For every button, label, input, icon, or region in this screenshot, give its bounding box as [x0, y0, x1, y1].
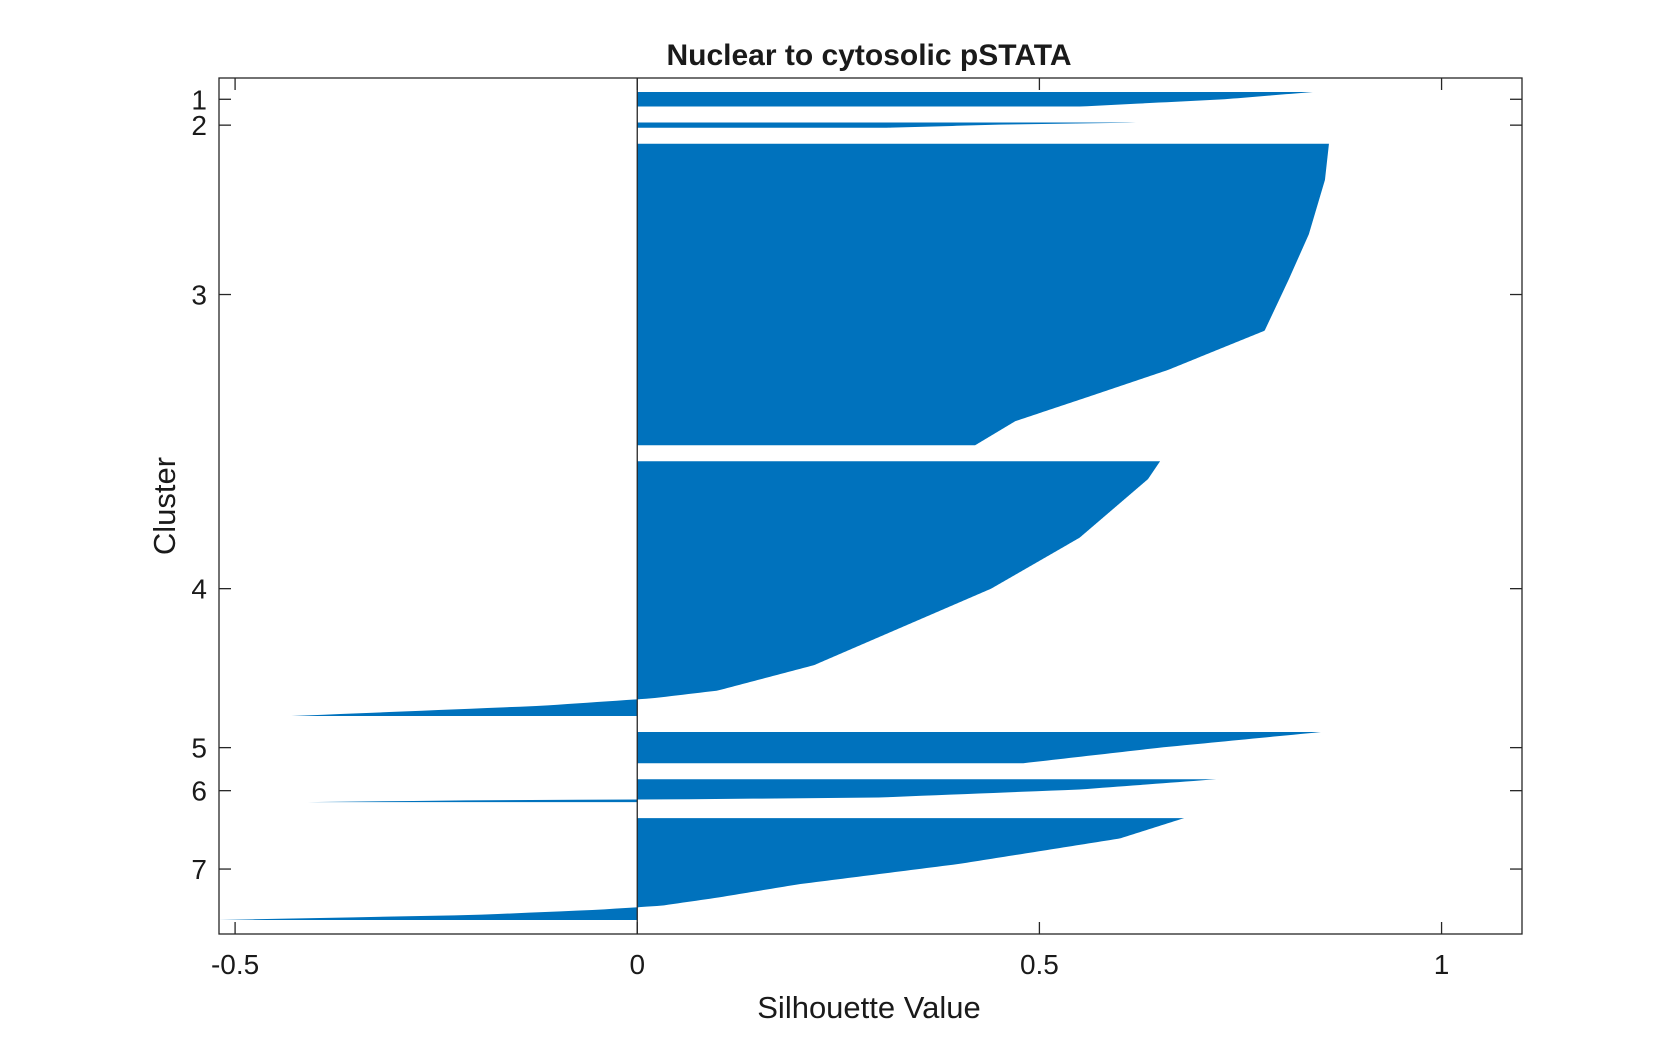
cluster-2-bars — [637, 122, 1136, 128]
y-axis-ticks: 12 3 4 5 6 7 — [191, 84, 1522, 885]
x-axis-label: Silhouette Value — [757, 990, 980, 1025]
cluster-1-bars — [637, 92, 1313, 107]
y-tick-label: 5 — [191, 733, 207, 764]
plot-frame — [218, 77, 1523, 935]
cluster-7-bars — [219, 818, 1185, 920]
x-tick-label: -0.5 — [211, 949, 259, 980]
y-tick-label: 1 — [191, 84, 207, 115]
silhouette-bars — [219, 78, 1329, 934]
x-tick-label: 1 — [1434, 949, 1450, 980]
y-tick-label: 6 — [191, 776, 207, 807]
cluster-5-bars — [637, 732, 1321, 764]
y-tick-label: 7 — [191, 854, 207, 885]
x-tick-label: 0 — [629, 949, 645, 980]
cluster-6-bars — [307, 779, 1217, 803]
x-tick-label: 0.5 — [1020, 949, 1059, 980]
x-axis-ticks: -0.5 0 0.5 1 — [211, 78, 1449, 980]
cluster-3-bars — [637, 143, 1329, 446]
chart-title: Nuclear to cytosolic pSTATA — [666, 39, 1071, 72]
y-axis-label: Cluster — [147, 457, 182, 555]
y-tick-label: 2 — [191, 110, 207, 141]
y-tick-label: 4 — [191, 574, 207, 605]
cluster-4-bars — [291, 461, 1161, 717]
y-tick-label: 3 — [191, 280, 207, 311]
